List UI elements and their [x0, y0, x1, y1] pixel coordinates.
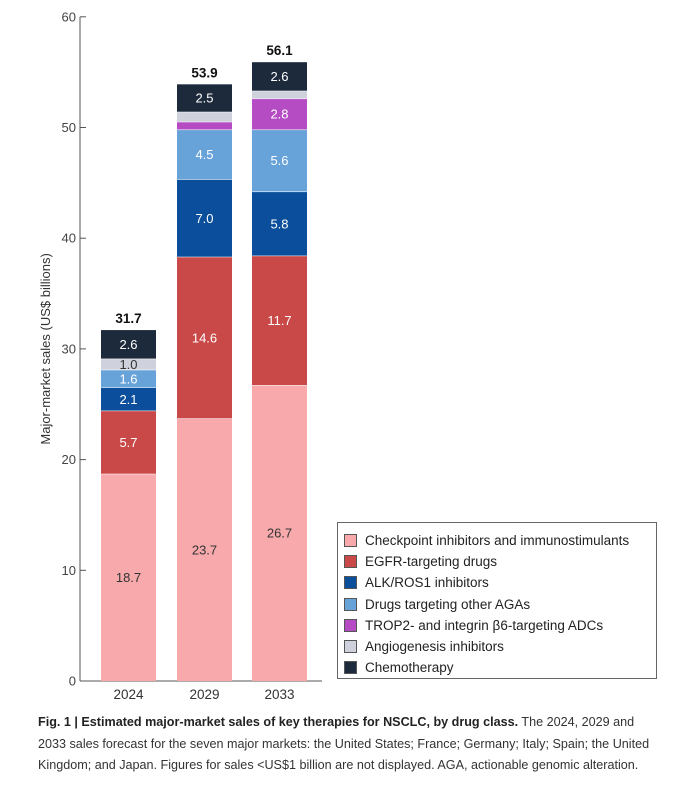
bar-segment — [177, 179, 232, 258]
legend-swatch — [344, 597, 357, 611]
data-label: 11.7 — [267, 313, 291, 328]
y-tick-label: 60 — [62, 9, 76, 24]
y-tick-label: 20 — [62, 452, 76, 467]
legend: Checkpoint inhibitors and immunostimulan… — [337, 522, 657, 679]
bar-segment — [252, 191, 307, 256]
bar-segment — [177, 129, 232, 180]
bar-segment — [101, 410, 156, 474]
bar-segment — [252, 255, 307, 386]
bar-segment — [177, 121, 232, 130]
legend-item: Drugs targeting other AGAs — [344, 594, 530, 615]
caption-text: The 2024, 2029 and 2033 sales forecast f… — [38, 715, 650, 772]
data-label: 2.5 — [195, 91, 213, 106]
legend-item: EGFR-targeting drugs — [344, 551, 497, 572]
legend-swatch — [344, 576, 357, 590]
data-label: 14.6 — [192, 330, 217, 345]
legend-item: Checkpoint inhibitors and immunostimulan… — [344, 530, 629, 551]
legend-item: Angiogenesis inhibitors — [344, 636, 504, 657]
data-label: 2.1 — [119, 392, 137, 407]
x-tick-label: 2033 — [264, 687, 294, 700]
data-label: 7.0 — [195, 211, 213, 226]
data-label: 2.6 — [270, 69, 288, 84]
y-axis-title: Major-market sales (US$ billions) — [38, 253, 53, 444]
data-label: 1.0 — [119, 357, 137, 372]
bar-segment — [252, 90, 307, 99]
bar-segment — [252, 385, 307, 681]
legend-label: ALK/ROS1 inhibitors — [365, 575, 489, 591]
legend-label: Checkpoint inhibitors and immunostimulan… — [365, 533, 630, 548]
legend-item: TROP2- and integrin β6-targeting ADCs — [344, 615, 603, 636]
y-tick-label: 0 — [69, 674, 76, 689]
legend-swatch — [344, 661, 357, 675]
total-label: 56.1 — [266, 43, 293, 58]
legend-label: Chemotherapy — [365, 660, 454, 676]
x-tick-label: 2024 — [113, 687, 144, 700]
legend-label: Drugs targeting other AGAs — [365, 596, 531, 612]
data-label: 4.5 — [195, 147, 213, 162]
bar-segment — [101, 330, 156, 359]
bar-segment — [177, 257, 232, 419]
bar-segment — [252, 62, 307, 91]
legend-item: ALK/ROS1 inhibitors — [344, 572, 489, 593]
data-label: 18.7 — [116, 570, 141, 585]
legend-swatch — [344, 534, 357, 547]
stacked-bar-chart: 0 10 20 30 40 50 60 Major-market sales (US$ bil… — [38, 9, 322, 700]
y-tick-label: 40 — [62, 231, 76, 246]
data-label: 2.8 — [270, 107, 288, 122]
data-label: 2.6 — [119, 337, 137, 352]
bar-segment — [101, 473, 156, 681]
figure-caption: Fig. 1 | Estimated major-market sales of… — [38, 712, 660, 777]
bar-segment — [101, 358, 156, 370]
caption-title: Fig. 1 | Estimated major-market sales of… — [38, 715, 519, 729]
bar-segment — [101, 387, 156, 411]
y-tick-label: 30 — [62, 341, 76, 356]
data-label: 5.7 — [119, 435, 137, 450]
legend-swatch — [344, 555, 357, 569]
bar-segment — [177, 84, 232, 113]
bar-segment — [252, 129, 307, 192]
total-label: 53.9 — [191, 65, 217, 80]
bar-segment — [101, 369, 156, 388]
data-label: 5.8 — [270, 216, 288, 231]
y-tick-label: 10 — [62, 563, 76, 578]
legend-item: Chemotherapy — [344, 657, 454, 678]
legend-swatch — [344, 618, 357, 632]
bar-segment — [252, 98, 307, 130]
bar-segment — [177, 112, 232, 122]
legend-swatch — [344, 640, 357, 653]
data-label: 5.6 — [270, 153, 288, 168]
x-tick-label: 2029 — [189, 687, 219, 700]
data-label: 23.7 — [192, 542, 217, 557]
data-label: 26.7 — [267, 526, 292, 541]
legend-label: TROP2- and integrin β6-targeting ADCs — [365, 617, 604, 633]
data-label: 1.6 — [119, 371, 137, 386]
total-label: 31.7 — [115, 311, 141, 326]
legend-label: EGFR-targeting drugs — [365, 554, 498, 570]
legend-label: Angiogenesis inhibitors — [365, 639, 504, 654]
bar-segment — [177, 418, 232, 681]
y-tick-label: 50 — [62, 120, 76, 135]
